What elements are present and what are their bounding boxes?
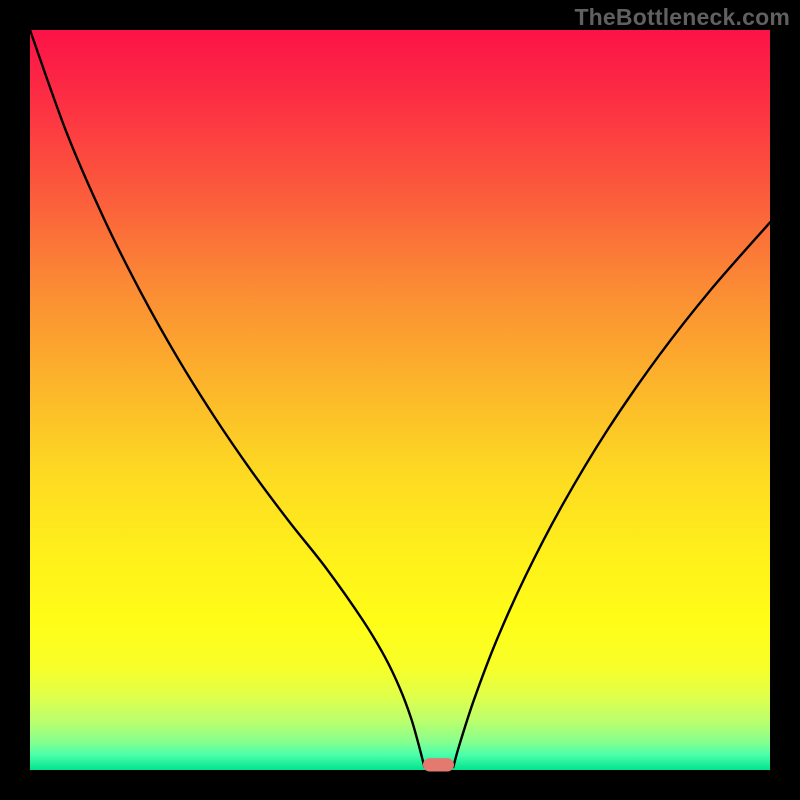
watermark-text: TheBottleneck.com — [574, 4, 790, 31]
plot-background — [30, 30, 770, 770]
chart-stage: TheBottleneck.com — [0, 0, 800, 800]
floor-marker — [423, 758, 454, 771]
bottleneck-chart — [0, 0, 800, 800]
